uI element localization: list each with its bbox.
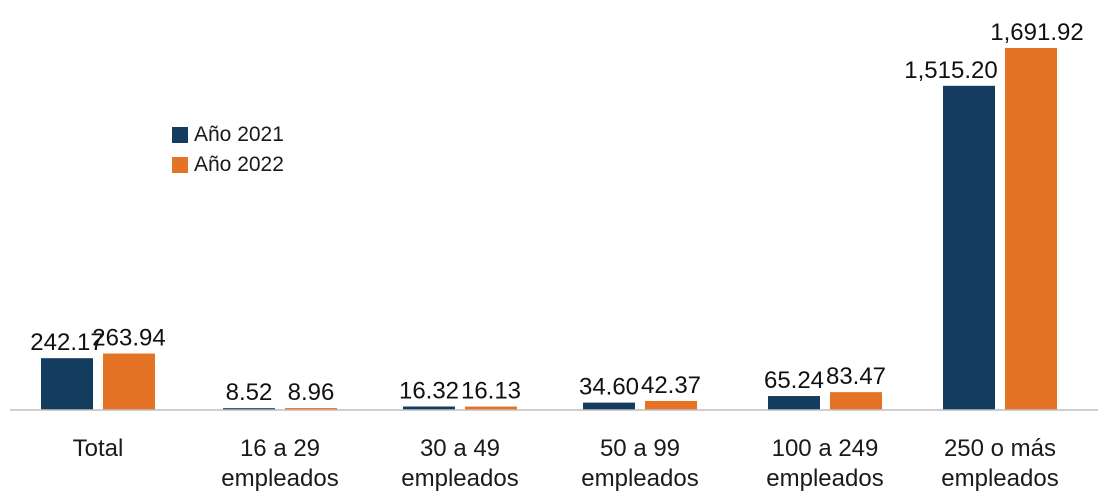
bar-2021-3	[583, 402, 635, 410]
bar-2022-1	[285, 408, 337, 410]
x-tick-label-0-0: Total	[73, 435, 124, 462]
bar-2022-4	[830, 392, 882, 410]
legend-label-2021: Año 2021	[194, 123, 284, 146]
data-label-2022-5: 1,691.92	[990, 19, 1083, 46]
bar-2021-0	[41, 358, 93, 410]
bar-2021-4	[768, 396, 820, 410]
x-tick-label-3-1: empleados	[581, 465, 698, 492]
x-tick-label-5-1: empleados	[941, 465, 1058, 492]
bar-2022-3	[645, 400, 697, 410]
bar-2021-2	[403, 406, 455, 410]
data-label-2021-3: 34.60	[579, 374, 639, 401]
x-axis-ticks: Total 16 a 29 empleados 30 a 49 empleados 50 …	[73, 435, 1059, 492]
data-label-2021-4: 65.24	[764, 367, 824, 394]
x-tick-label-4-1: empleados	[766, 465, 883, 492]
data-label-2022-2: 16.13	[461, 378, 521, 405]
data-label-2022-3: 42.37	[641, 372, 701, 399]
bar-2021-5	[943, 85, 995, 411]
legend: Año 2021 Año 2022	[172, 120, 284, 180]
x-tick-label-2-0: 30 a 49	[420, 435, 500, 462]
bar-2021-1	[223, 408, 275, 410]
data-label-2021-0: 242.17	[30, 329, 103, 356]
data-label-2022-4: 83.47	[826, 363, 886, 390]
x-tick-label-3-0: 50 a 99	[600, 435, 680, 462]
legend-item-2022: Año 2022	[172, 150, 284, 180]
x-tick-label-1-0: 16 a 29	[240, 435, 320, 462]
x-tick-label-2-1: empleados	[401, 465, 518, 492]
bars-layer	[41, 48, 1057, 411]
x-tick-label-5-0: 250 o más	[944, 435, 1056, 462]
data-label-2021-1: 8.52	[226, 379, 273, 406]
data-label-2022-1: 8.96	[288, 379, 335, 406]
bar-2022-2	[465, 406, 517, 410]
data-label-2022-0: 263.94	[92, 325, 165, 352]
x-tick-label-1-1: empleados	[221, 465, 338, 492]
legend-swatch-2022	[172, 157, 188, 173]
bar-2022-5	[1005, 48, 1057, 410]
data-label-2021-2: 16.32	[399, 378, 459, 405]
x-tick-label-4-0: 100 a 249	[772, 435, 879, 462]
legend-label-2022: Año 2022	[194, 153, 284, 176]
bar-2022-0	[103, 353, 155, 410]
legend-swatch-2021	[172, 127, 188, 143]
legend-item-2021: Año 2021	[172, 120, 284, 150]
data-label-2021-5: 1,515.20	[904, 57, 997, 84]
